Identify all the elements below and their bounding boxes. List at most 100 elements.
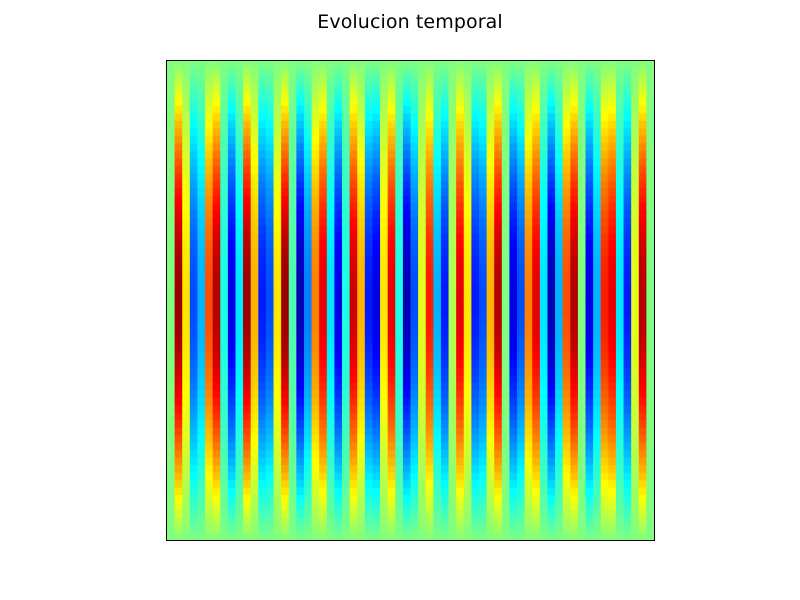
heatmap-cell bbox=[296, 263, 305, 272]
heatmap-cell bbox=[425, 495, 434, 504]
heatmap-cell bbox=[501, 442, 511, 451]
heatmap-cell bbox=[265, 165, 275, 174]
heatmap-cell bbox=[486, 420, 495, 429]
heatmap-cell bbox=[532, 158, 541, 167]
heatmap-cell bbox=[425, 435, 434, 444]
heatmap-cell bbox=[440, 293, 450, 302]
heatmap-cell bbox=[250, 322, 259, 332]
heatmap-cell bbox=[608, 195, 617, 204]
heatmap-cell bbox=[425, 330, 434, 339]
heatmap-cell bbox=[220, 420, 229, 429]
heatmap-cell bbox=[615, 412, 625, 421]
heatmap-cell bbox=[547, 330, 556, 339]
heatmap-cell bbox=[342, 472, 351, 481]
heatmap-cell bbox=[250, 405, 259, 414]
heatmap-cell bbox=[524, 248, 533, 257]
heatmap-cell bbox=[174, 75, 183, 85]
heatmap-cell bbox=[555, 98, 564, 107]
heatmap-cell bbox=[250, 195, 259, 204]
heatmap-cell bbox=[235, 225, 244, 234]
heatmap-cell bbox=[448, 240, 457, 249]
heatmap-cell bbox=[425, 210, 434, 219]
heatmap-cell bbox=[555, 263, 564, 272]
heatmap-cell bbox=[440, 457, 450, 466]
heatmap-cell bbox=[448, 203, 457, 212]
heatmap-cell bbox=[212, 420, 221, 429]
heatmap-cell bbox=[425, 293, 434, 302]
heatmap-cell bbox=[478, 293, 488, 302]
heatmap-cell bbox=[243, 255, 252, 264]
heatmap-cell bbox=[638, 285, 647, 294]
heatmap-cell bbox=[547, 502, 556, 511]
heatmap-cell bbox=[342, 412, 351, 421]
heatmap-cell bbox=[182, 510, 191, 519]
heatmap-cell bbox=[357, 270, 366, 279]
heatmap-cell bbox=[478, 510, 488, 519]
heatmap-cell bbox=[227, 457, 237, 466]
heatmap-cell bbox=[243, 375, 252, 384]
heatmap-cell bbox=[494, 98, 503, 107]
heatmap-cell bbox=[509, 203, 518, 212]
heatmap-cell bbox=[372, 105, 381, 114]
heatmap-cell bbox=[593, 360, 602, 369]
heatmap-cell bbox=[395, 442, 404, 451]
heatmap-cell bbox=[319, 300, 328, 309]
heatmap-cell bbox=[288, 405, 297, 414]
heatmap-cell bbox=[577, 83, 587, 92]
heatmap-cell bbox=[235, 352, 244, 361]
heatmap-cell bbox=[349, 180, 358, 189]
heatmap-cell bbox=[182, 352, 191, 361]
heatmap-cell bbox=[517, 412, 526, 421]
heatmap-cell bbox=[342, 143, 351, 152]
heatmap-cell bbox=[326, 233, 336, 242]
heatmap-cell bbox=[433, 293, 442, 302]
heatmap-cell bbox=[501, 105, 511, 114]
heatmap-cell bbox=[539, 532, 549, 541]
heatmap-cell bbox=[235, 367, 244, 376]
heatmap-cell bbox=[189, 390, 199, 399]
heatmap-cell bbox=[250, 412, 259, 421]
heatmap-cell bbox=[509, 435, 518, 444]
heatmap-cell bbox=[600, 165, 609, 174]
heatmap-cell bbox=[433, 285, 442, 294]
heatmap-cell bbox=[265, 367, 275, 376]
heatmap-cell bbox=[570, 278, 579, 287]
heatmap-cell bbox=[532, 248, 541, 257]
heatmap-cell bbox=[311, 330, 320, 339]
heatmap-cell bbox=[364, 442, 374, 451]
heatmap-cell bbox=[448, 480, 457, 489]
heatmap-cell bbox=[562, 457, 571, 466]
heatmap-cell bbox=[608, 218, 617, 227]
heatmap-cell bbox=[220, 105, 229, 114]
heatmap-cell bbox=[577, 495, 587, 504]
heatmap-cell bbox=[364, 510, 374, 519]
heatmap-cell bbox=[357, 278, 366, 287]
heatmap-cell bbox=[631, 278, 640, 287]
heatmap-cell bbox=[646, 322, 655, 332]
heatmap-cell bbox=[638, 435, 647, 444]
heatmap-cell bbox=[372, 322, 381, 332]
heatmap-cell bbox=[380, 83, 389, 92]
heatmap-cell bbox=[387, 68, 396, 77]
heatmap-cell bbox=[615, 300, 625, 309]
heatmap-cell bbox=[425, 150, 434, 159]
heatmap-cell bbox=[357, 233, 366, 242]
heatmap-cell bbox=[311, 495, 320, 504]
heatmap-cell bbox=[600, 487, 609, 496]
heatmap-cell bbox=[243, 427, 252, 436]
heatmap-cell bbox=[562, 240, 571, 249]
heatmap-cell bbox=[349, 487, 358, 496]
heatmap-cell bbox=[326, 105, 336, 114]
heatmap-cell bbox=[585, 307, 594, 317]
heatmap-cell bbox=[395, 83, 404, 92]
heatmap-cell bbox=[418, 203, 427, 212]
heatmap-cell bbox=[562, 412, 571, 421]
heatmap-cell bbox=[463, 203, 472, 212]
heatmap-cell bbox=[509, 233, 518, 242]
heatmap-cell bbox=[532, 278, 541, 287]
heatmap-cell bbox=[532, 75, 541, 85]
heatmap-cell bbox=[517, 322, 526, 332]
heatmap-cell bbox=[418, 61, 427, 70]
heatmap-cell bbox=[402, 532, 412, 541]
heatmap-cell bbox=[539, 113, 549, 122]
